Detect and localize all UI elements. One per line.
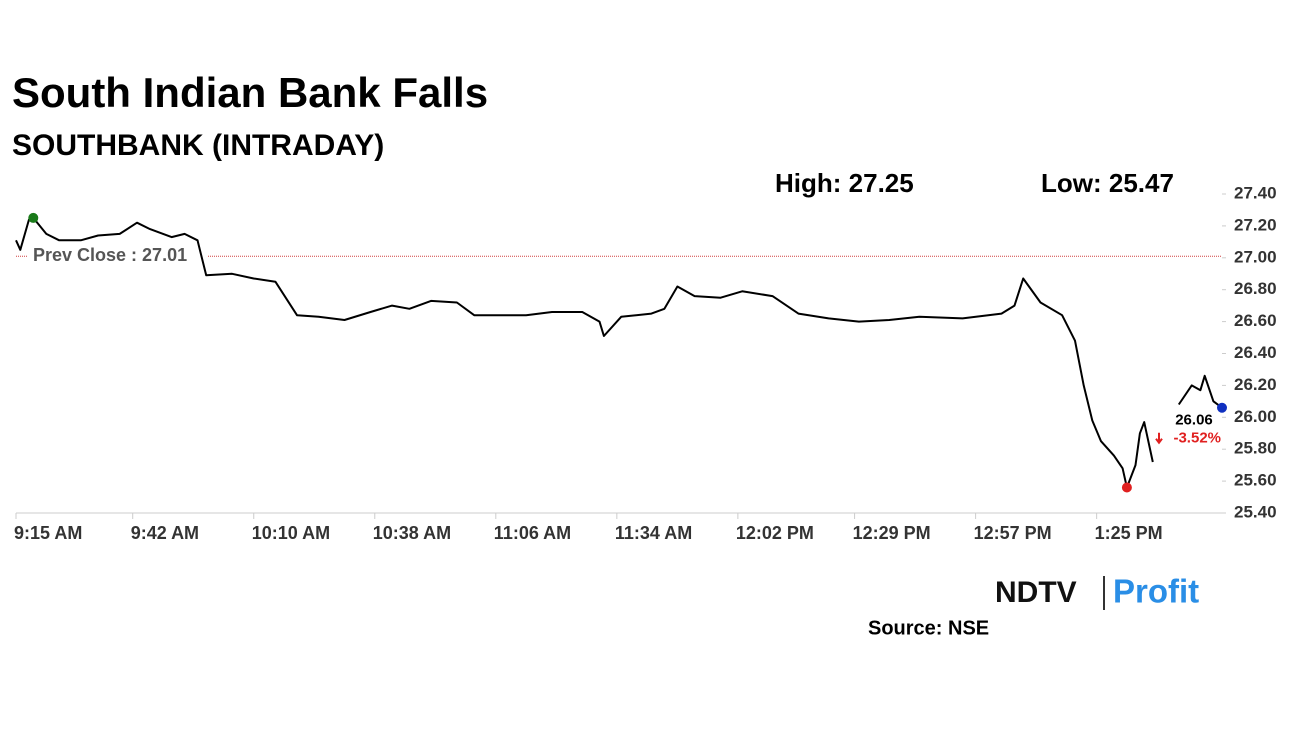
y-tick-label: 26.20 xyxy=(1234,375,1277,394)
x-tick-label: 9:42 AM xyxy=(131,523,199,543)
down-arrow xyxy=(1155,432,1163,445)
logo-right: Profit xyxy=(1113,573,1199,610)
chart-title: South Indian Bank Falls xyxy=(12,69,488,116)
x-tick-label: 1:25 PM xyxy=(1095,523,1163,543)
change-label: -3.52% xyxy=(1173,430,1221,447)
high-label: High: 27.25 xyxy=(775,168,914,198)
prev-close-bg xyxy=(28,244,208,269)
plot: 9:15 AM 9:42 AM 10:10 AM 10:38 AM 11:06 AM 11… xyxy=(14,183,1277,542)
y-tick-label: 27.20 xyxy=(1234,215,1277,234)
x-tick-label: 10:38 AM xyxy=(373,523,451,543)
y-tick-label: 25.40 xyxy=(1234,502,1277,521)
y-tick-label: 26.80 xyxy=(1234,279,1277,298)
price-line xyxy=(15,216,1154,489)
y-tick-label: 26.60 xyxy=(1234,311,1277,330)
x-tick-label: 12:57 PM xyxy=(974,523,1052,543)
y-tick-label: 27.40 xyxy=(1234,183,1277,202)
y-tick-label: 27.00 xyxy=(1234,247,1277,266)
x-tick-label: 12:29 PM xyxy=(853,523,931,543)
last-value-label: 26.06 xyxy=(1175,412,1213,429)
x-tick-label: 10:10 AM xyxy=(252,523,330,543)
source: Source: NSE xyxy=(868,617,989,639)
low-label: Low: 25.47 xyxy=(1041,168,1174,198)
logo-left: NDTV xyxy=(995,576,1077,609)
chart-subtitle: SOUTHBANK (INTRADAY) xyxy=(12,129,384,162)
last-marker xyxy=(1217,402,1227,413)
prev-close-label: Prev Close : 27.01 xyxy=(33,245,187,265)
x-tick-label: 12:02 PM xyxy=(736,523,814,543)
x-tick-label: 9:15 AM xyxy=(14,523,82,543)
y-tick-label: 25.60 xyxy=(1234,471,1277,490)
x-tick-label: 11:34 AM xyxy=(615,523,692,543)
y-tick-label: 26.00 xyxy=(1234,407,1277,426)
high-marker xyxy=(28,212,39,223)
y-tick-label: 25.80 xyxy=(1234,439,1277,458)
price-line xyxy=(1177,374,1223,409)
last-label-bg xyxy=(1164,411,1218,450)
y-tick-label: 26.40 xyxy=(1234,343,1277,362)
low-marker xyxy=(1121,482,1132,493)
x-tick-label: 11:06 AM xyxy=(494,523,571,543)
